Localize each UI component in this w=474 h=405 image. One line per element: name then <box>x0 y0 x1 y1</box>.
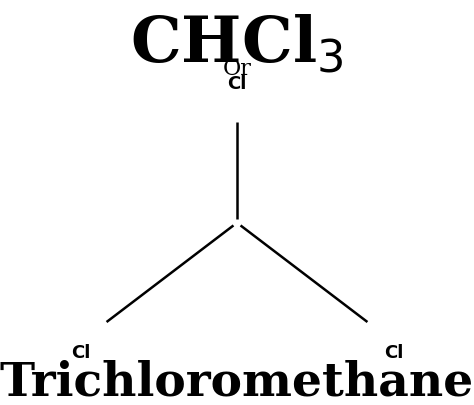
Text: Cl: Cl <box>228 75 246 93</box>
Text: Or: Or <box>223 58 251 80</box>
Text: Trichloromethane: Trichloromethane <box>0 359 474 405</box>
Text: Cl: Cl <box>71 344 90 362</box>
Text: Cl: Cl <box>384 344 403 362</box>
Text: CHCl$_3$: CHCl$_3$ <box>130 12 344 75</box>
